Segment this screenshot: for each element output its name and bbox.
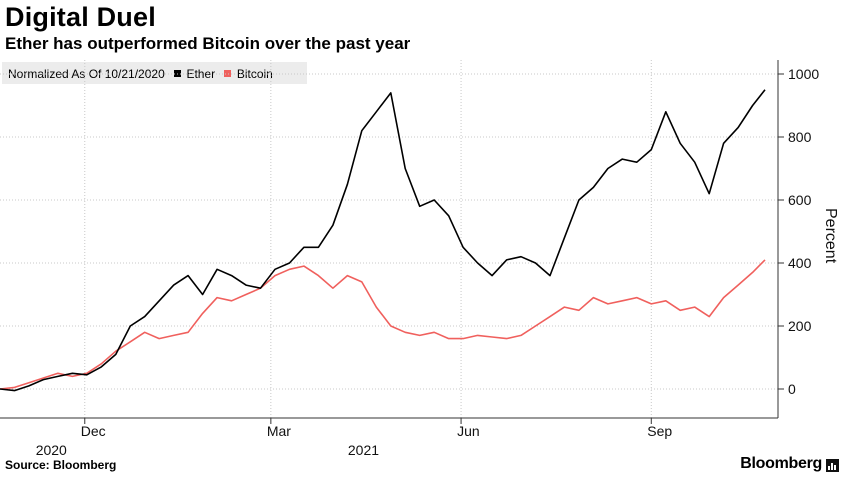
- chart-axis: 0 200 400 600 800 1000 Dec Mar Jun Sep 2020 2021 Per…: [0, 60, 839, 458]
- ytick-label-200: 200: [788, 318, 812, 334]
- series-line-bitcoin: [0, 259, 766, 390]
- legend-label-ether: Ether: [186, 66, 216, 81]
- xtick-label-sep: Sep: [647, 423, 672, 439]
- xtick-label-mar: Mar: [267, 423, 291, 439]
- chart-subtitle: Ether has outperformed Bitcoin over the …: [5, 34, 411, 53]
- xtick-label-jun: Jun: [457, 423, 480, 439]
- year-label-2020: 2020: [36, 442, 67, 458]
- series-line-ether: [0, 89, 766, 392]
- ytick-label-800: 800: [788, 129, 812, 145]
- ytick-label-0: 0: [788, 381, 796, 397]
- legend-swatch-bitcoin: [224, 70, 232, 78]
- chart-title: Digital Duel: [5, 2, 156, 32]
- chart-grid: [0, 60, 778, 418]
- brand-logo: Bloomberg: [740, 455, 822, 472]
- legend-note: Normalized As Of 10/21/2020: [8, 66, 165, 81]
- source-note: Source: Bloomberg: [5, 458, 117, 472]
- chart-series: [0, 89, 766, 392]
- ytick-label-600: 600: [788, 192, 812, 208]
- chart-legend: Normalized As Of 10/21/2020 Ether Bitcoi…: [2, 62, 307, 84]
- legend-label-bitcoin: Bitcoin: [236, 66, 273, 81]
- y-axis-title: Percent: [822, 208, 839, 264]
- year-label-2021: 2021: [348, 442, 379, 458]
- ytick-label-1000: 1000: [788, 66, 819, 82]
- xtick-label-dec: Dec: [81, 423, 106, 439]
- ytick-label-400: 400: [788, 255, 812, 271]
- bloomberg-terminal-icon: [826, 459, 839, 472]
